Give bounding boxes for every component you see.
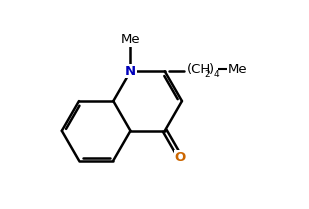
- Text: 2: 2: [204, 70, 210, 79]
- Text: O: O: [175, 151, 186, 164]
- Text: N: N: [125, 65, 136, 78]
- Text: (CH: (CH: [186, 63, 211, 76]
- Text: 4: 4: [214, 70, 219, 79]
- Text: ): ): [209, 63, 214, 76]
- Text: Me: Me: [228, 63, 248, 76]
- Text: Me: Me: [121, 33, 140, 46]
